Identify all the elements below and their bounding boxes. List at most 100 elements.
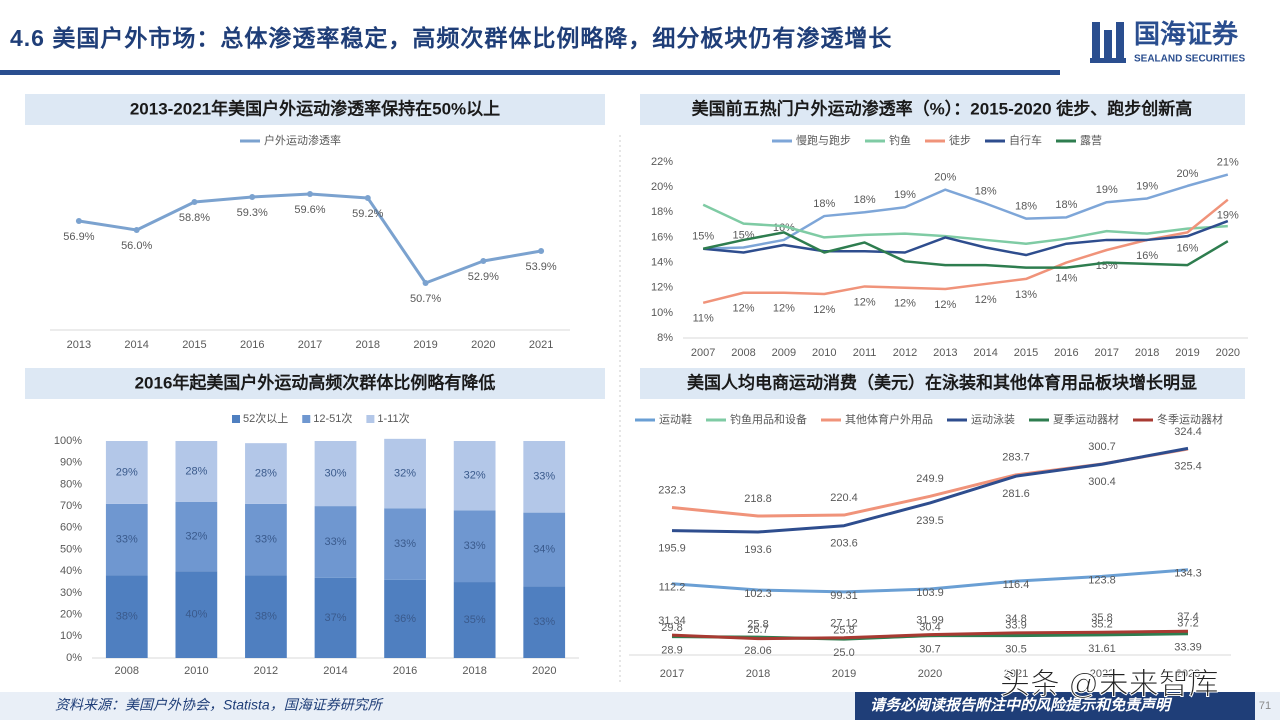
x-tick-label: 2023	[1176, 668, 1200, 680]
data-label: 283.7	[1002, 452, 1030, 464]
data-label: 16%	[1136, 250, 1158, 262]
bar-segment	[175, 501, 218, 572]
data-label: 12%	[773, 303, 795, 315]
x-tick-label: 2016	[1054, 347, 1078, 359]
x-tick-label: 2014	[323, 665, 347, 677]
data-label: 56.9%	[63, 231, 94, 243]
x-tick-label: 2018	[356, 339, 380, 351]
bar-segment	[384, 579, 426, 658]
y-tick-label: 16%	[651, 231, 673, 243]
y-tick-label: 12%	[651, 282, 673, 294]
x-tick-label: 2018	[462, 665, 486, 677]
data-label: 33.9	[1005, 619, 1026, 631]
bar-segment	[175, 571, 218, 658]
logo-icon	[1090, 22, 1126, 63]
x-tick-label: 2017	[1095, 347, 1119, 359]
data-label: 249.9	[916, 473, 944, 485]
data-label: 27.12	[830, 618, 858, 630]
y-tick-label: 40%	[60, 565, 82, 577]
data-label: 37.2	[1177, 617, 1198, 629]
x-tick-label: 2010	[184, 665, 208, 677]
data-label: 18%	[813, 198, 835, 210]
data-label: 38%	[255, 611, 277, 623]
x-tick-label: 2017	[298, 339, 322, 351]
data-label: 33%	[464, 540, 486, 552]
line-series	[703, 219, 1229, 257]
data-label: 33%	[324, 536, 346, 548]
data-label: 31.34	[658, 615, 686, 627]
bar-segment	[453, 510, 496, 583]
data-label: 34.8	[1005, 613, 1026, 625]
data-label: 25.8	[833, 625, 854, 637]
x-tick-label: 2019	[1175, 347, 1199, 359]
data-label: 28.9	[661, 645, 682, 657]
logo-cn: 国海证券	[1134, 19, 1239, 49]
line-series	[702, 198, 1229, 305]
x-tick-label: 2008	[731, 347, 755, 359]
data-label: 26.7	[747, 624, 768, 636]
footer-bar	[855, 692, 1255, 720]
data-label: 195.9	[658, 542, 686, 554]
data-label: 30.5	[1005, 644, 1026, 656]
x-tick-label: 2020	[471, 339, 495, 351]
x-tick-label: 2007	[691, 347, 715, 359]
data-label: 99.31	[830, 590, 858, 602]
legend-label: 钓鱼用品和设备	[730, 412, 807, 426]
data-label: 239.5	[916, 515, 944, 527]
data-label: 30.4	[919, 622, 940, 634]
bar-segment	[523, 586, 566, 658]
data-label: 29%	[116, 466, 138, 478]
x-tick-label: 2013	[933, 347, 957, 359]
data-label: 12%	[813, 304, 835, 316]
chart-title: 美国人均电商运动消费（美元）在泳装和其他体育用品板块增长明显	[687, 372, 1197, 392]
data-label: 281.6	[1002, 488, 1030, 500]
point	[364, 195, 371, 201]
point	[538, 248, 545, 254]
footer-disclaimer: 请务必阅读报告附注中的风险提示和免责声明	[870, 696, 1173, 714]
line-series	[671, 568, 1189, 594]
legend-label: 徒步	[949, 133, 971, 147]
data-label: 19%	[1136, 180, 1158, 192]
x-tick-label: 2016	[240, 339, 264, 351]
x-tick-label: 2018	[1135, 347, 1159, 359]
x-tick-label: 2010	[812, 347, 836, 359]
line-series	[702, 203, 1228, 245]
data-label: 52.9%	[468, 271, 499, 283]
bar-segment	[314, 577, 357, 658]
logo-en: SEALAND SECURITIES	[1134, 54, 1245, 65]
bar-segment	[453, 441, 496, 511]
legend-label: 露营	[1080, 133, 1102, 147]
bar-segment	[245, 443, 287, 504]
data-label: 102.3	[744, 588, 772, 600]
legend-label: 夏季运动器材	[1053, 412, 1119, 426]
data-label: 18%	[854, 194, 876, 206]
data-label: 33%	[533, 616, 555, 628]
x-tick-label: 2017	[660, 668, 684, 680]
data-label: 37%	[324, 612, 346, 624]
data-label: 203.6	[830, 538, 858, 550]
point	[422, 280, 429, 286]
x-tick-label: 2020	[918, 668, 942, 680]
bar-segment	[523, 441, 566, 513]
data-label: 30.7	[919, 643, 940, 655]
point	[307, 191, 313, 197]
data-label: 56.0%	[121, 240, 152, 252]
x-tick-label: 2020	[532, 665, 556, 677]
bar-segment	[105, 441, 148, 504]
data-label: 193.6	[744, 544, 772, 556]
panel-header	[25, 94, 605, 125]
x-tick-label: 2012	[254, 665, 278, 677]
bar-segment	[245, 503, 287, 576]
data-label: 12%	[894, 298, 916, 310]
x-tick-label: 2015	[182, 339, 206, 351]
bar-segment	[453, 582, 496, 658]
line-series	[671, 629, 1189, 641]
y-tick-label: 20%	[60, 609, 82, 621]
legend-label: 慢跑与跑步	[796, 133, 851, 147]
data-label: 35%	[464, 614, 486, 626]
y-tick-label: 30%	[60, 587, 82, 599]
data-label: 300.4	[1088, 476, 1116, 488]
data-label: 12%	[975, 294, 997, 306]
legend-label: 钓鱼	[889, 133, 911, 147]
